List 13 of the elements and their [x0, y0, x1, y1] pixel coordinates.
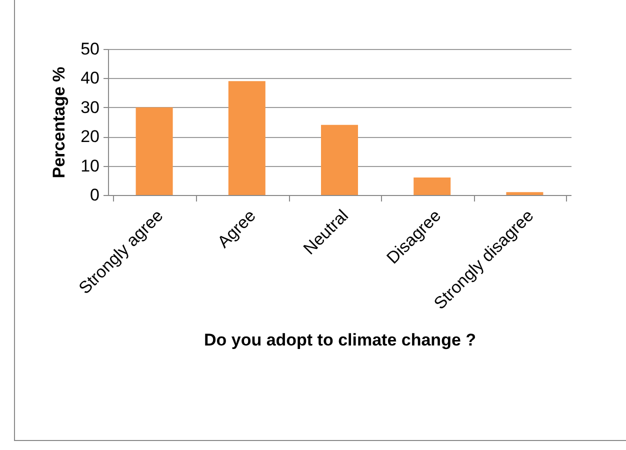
y-tick-label: 0: [90, 186, 100, 204]
y-tick-label: 40: [80, 68, 100, 88]
y-tick-label: 30: [80, 98, 100, 117]
y-tick-label: 50: [80, 40, 100, 58]
bar: [321, 124, 358, 195]
x-axis-title: Do you adopt to climate change ?: [204, 330, 476, 350]
y-tick-label: 10: [80, 156, 100, 176]
y-axis-title: Percentage %: [50, 66, 69, 178]
bar: [506, 192, 544, 195]
bar: [228, 81, 266, 195]
bar: [414, 177, 451, 195]
y-tick-label: 20: [80, 127, 100, 146]
bar: [136, 107, 173, 195]
